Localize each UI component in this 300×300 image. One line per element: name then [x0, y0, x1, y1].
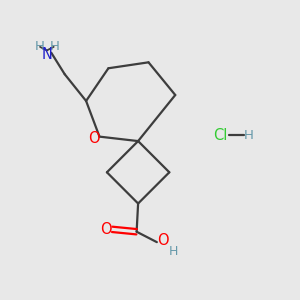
Text: O: O [100, 222, 112, 237]
Text: O: O [88, 130, 100, 146]
Text: H: H [244, 129, 254, 142]
Text: H: H [169, 245, 178, 258]
Text: H: H [34, 40, 44, 53]
Text: O: O [157, 233, 169, 248]
Text: Cl: Cl [213, 128, 227, 142]
Text: N: N [41, 47, 52, 62]
Text: H: H [50, 40, 59, 53]
